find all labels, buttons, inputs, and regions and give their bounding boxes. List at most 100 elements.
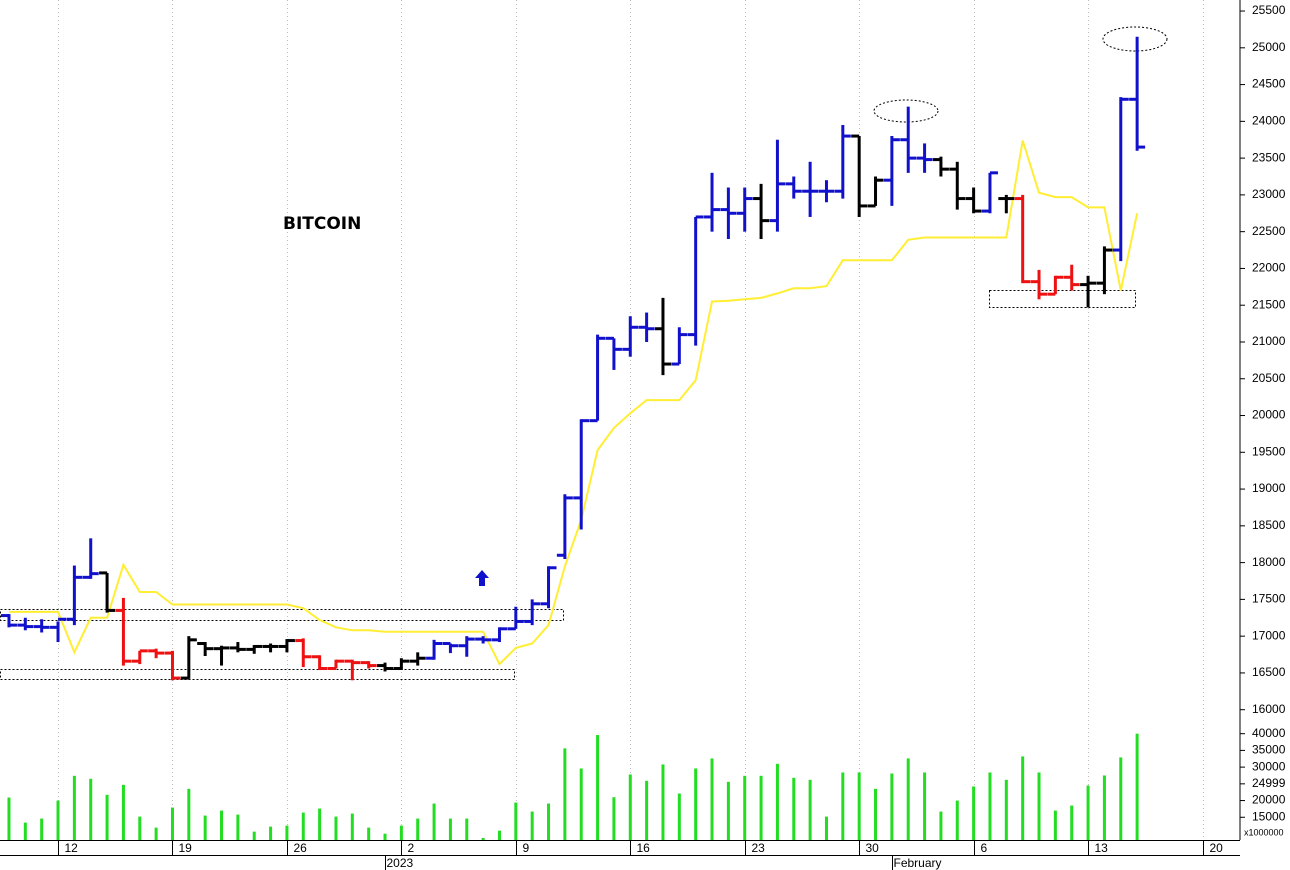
volume-bar <box>824 816 828 840</box>
volume-bar <box>170 807 174 840</box>
y-tick-label: 20000 <box>1252 408 1286 422</box>
volume-bar <box>775 763 779 840</box>
volume-bar <box>1135 733 1139 840</box>
volume-bar <box>596 735 600 840</box>
volume-bar <box>759 775 763 840</box>
x-tick-label: 23 <box>752 841 766 855</box>
volume-bar <box>939 811 943 840</box>
volume-bar <box>890 773 894 840</box>
volume-bar <box>661 764 665 840</box>
volume-bar <box>726 781 730 840</box>
volume-bar <box>1070 805 1074 840</box>
volume-bar <box>285 825 289 840</box>
volume-bar <box>694 768 698 840</box>
volume-bar <box>203 815 207 840</box>
range-box <box>0 669 515 680</box>
period-label: 2023 <box>387 856 414 870</box>
y-tick-label: 23500 <box>1252 150 1286 164</box>
y-tick-label: 24000 <box>1252 114 1286 128</box>
volume-bar <box>269 826 273 840</box>
y-tick-label: 19000 <box>1252 481 1286 495</box>
volume-bar <box>40 818 44 840</box>
highlight-ellipse <box>1102 26 1168 52</box>
volume-bar <box>399 825 403 840</box>
volume-bar <box>563 748 567 840</box>
signal-arrow <box>475 570 489 586</box>
volume-bar <box>7 797 11 840</box>
range-box <box>989 290 1136 308</box>
volume-bar <box>988 772 992 840</box>
volume-bar <box>416 818 420 840</box>
y-tick-label: 25000 <box>1252 40 1286 54</box>
volume-bar <box>628 774 632 840</box>
volume-bar <box>612 797 616 840</box>
volume-bar <box>547 803 551 840</box>
volume-bar <box>154 827 158 840</box>
y-tick-label: 16000 <box>1252 702 1286 716</box>
volume-bar <box>579 768 583 840</box>
volume-bar <box>481 837 485 840</box>
x-tick-label: 6 <box>981 841 988 855</box>
y-tick-label: 21500 <box>1252 297 1286 311</box>
volume-bar <box>367 827 371 840</box>
volume-y-tick-label: 35000 <box>1252 743 1286 757</box>
volume-bar <box>448 818 452 840</box>
volume-bar <box>1004 779 1008 840</box>
volume-y-tick-label: 30000 <box>1252 759 1286 773</box>
x-tick-label: 13 <box>1095 841 1109 855</box>
volume-bar <box>808 779 812 840</box>
volume-bar <box>350 813 354 840</box>
period-label: February <box>894 856 942 870</box>
volume-bar <box>1037 772 1041 840</box>
volume-bar <box>841 772 845 840</box>
volume-bar <box>923 772 927 840</box>
y-tick-label: 22000 <box>1252 261 1286 275</box>
volume-bar <box>220 810 224 840</box>
grid <box>58 0 1204 840</box>
volume-bar <box>121 784 125 840</box>
volume-bar <box>710 758 714 840</box>
volume-bar <box>138 816 142 840</box>
volume-bar <box>743 775 747 840</box>
volume-y-tick-label: 15000 <box>1252 809 1286 823</box>
chart-title: BITCOIN <box>283 214 361 234</box>
volume-bar <box>955 800 959 840</box>
volume-bar <box>236 814 240 840</box>
y-tick-label: 23000 <box>1252 187 1286 201</box>
x-tick-label: 9 <box>523 841 530 855</box>
y-tick-label: 19500 <box>1252 444 1286 458</box>
volume-bar <box>857 772 861 840</box>
volume-bar <box>874 788 878 840</box>
y-tick-label: 18500 <box>1252 518 1286 532</box>
x-tick-label: 12 <box>65 841 79 855</box>
volume-bar <box>72 775 76 840</box>
y-tick-label: 18000 <box>1252 555 1286 569</box>
volume-bar <box>105 794 109 840</box>
volume-bar <box>252 831 256 840</box>
x-tick-label: 20 <box>1210 841 1224 855</box>
volume-bar <box>383 833 387 840</box>
volume-bar <box>89 778 93 840</box>
volume-bar <box>906 758 910 840</box>
x-tick-label: 26 <box>294 841 308 855</box>
volume-bar <box>1053 810 1057 840</box>
volume-bar <box>334 816 338 840</box>
volume-bar <box>465 818 469 840</box>
volume-bar <box>1086 785 1090 840</box>
x-tick-label: 2 <box>408 841 415 855</box>
volume-bar <box>972 786 976 840</box>
x-tick-label: 19 <box>179 841 193 855</box>
y-tick-label: 24500 <box>1252 77 1286 91</box>
volume-bar <box>645 780 649 840</box>
overlay-line <box>9 140 1139 666</box>
volume-bar <box>530 811 534 840</box>
volume-bar <box>497 830 501 840</box>
x-tick-label: 30 <box>866 841 880 855</box>
volume-bar <box>56 800 60 840</box>
volume-y-tick-label: 24999 <box>1252 776 1286 790</box>
y-tick-label: 22500 <box>1252 224 1286 238</box>
volume-y-tick-label: 20000 <box>1252 793 1286 807</box>
volume-bar <box>1021 756 1025 840</box>
y-tick-label: 17000 <box>1252 628 1286 642</box>
